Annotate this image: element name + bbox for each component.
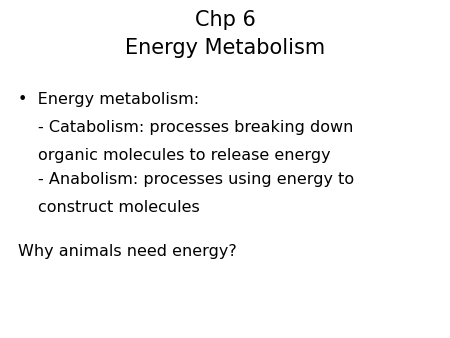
Text: - Catabolism: processes breaking down: - Catabolism: processes breaking down [38,120,353,135]
Text: Energy Metabolism: Energy Metabolism [125,38,325,58]
Text: - Anabolism: processes using energy to: - Anabolism: processes using energy to [38,172,354,187]
Text: Chp 6: Chp 6 [194,10,256,30]
Text: Why animals need energy?: Why animals need energy? [18,244,237,259]
Text: construct molecules: construct molecules [38,200,200,215]
Text: •  Energy metabolism:: • Energy metabolism: [18,92,199,107]
Text: organic molecules to release energy: organic molecules to release energy [38,148,331,163]
